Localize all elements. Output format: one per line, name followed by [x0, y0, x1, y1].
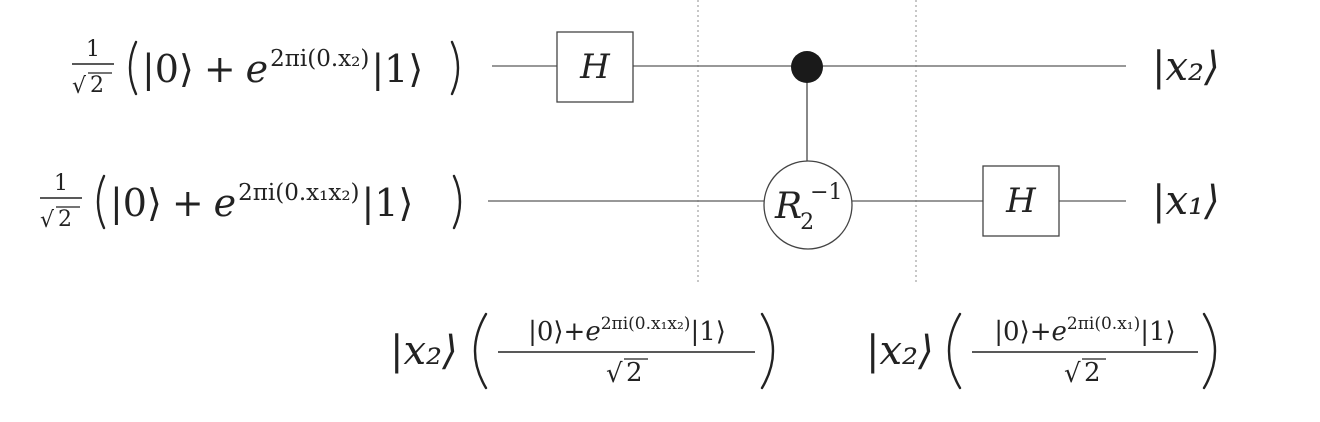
- intermediate-2-paren-left: [947, 312, 962, 390]
- rotation-gate-label: R2 −1: [774, 180, 843, 235]
- input-bottom-plus: +: [172, 181, 204, 225]
- input-top-exp: 2πi(0.x₂): [270, 46, 369, 72]
- input-top-ket1: |1⟩: [371, 47, 423, 91]
- rotation-gate-sub: 2: [800, 210, 814, 235]
- intermediate-2-sqrt-sign: √: [1064, 359, 1081, 389]
- intermediate-2-ket: |x₂⟩: [866, 328, 934, 374]
- intermediate-2-paren-right: [1202, 312, 1217, 390]
- input-top-base: e: [246, 47, 269, 91]
- input-bottom-coef-num: 1: [54, 171, 68, 196]
- input-bottom-paren-left: [96, 174, 106, 230]
- input-bottom-ket1: |1⟩: [362, 181, 414, 225]
- intermediate-2-num-base: e: [1052, 317, 1067, 347]
- input-top-coef-den: 2: [90, 73, 104, 98]
- intermediate-2-num-ket1: |1⟩: [1140, 317, 1175, 347]
- intermediate-2-numerator: |0⟩+e2πi(0.x₁)|1⟩: [994, 314, 1175, 347]
- intermediate-state-2: |x₂⟩ |0⟩+e2πi(0.x₁)|1⟩ √ 2: [866, 312, 1217, 390]
- input-state-top: 1 √ 2 |0⟩ + e2πi(0.x₂)|1⟩: [72, 37, 460, 99]
- hadamard-gate-top-label: H: [579, 47, 611, 87]
- input-top-plus: +: [204, 47, 236, 91]
- intermediate-1-sqrt-sign: √: [606, 359, 623, 389]
- input-top-paren-left: [128, 40, 138, 96]
- intermediate-1-paren-right: [760, 312, 775, 390]
- intermediate-2-den: 2: [1084, 358, 1101, 388]
- input-top-sqrt-sign: √: [72, 74, 87, 99]
- intermediate-1-num-exp: 2πi(0.x₁x₂): [601, 314, 691, 334]
- intermediate-1-num-ket0: |0⟩+: [528, 317, 585, 347]
- intermediate-2-num-ket0: |0⟩+: [994, 317, 1051, 347]
- rotation-gate: [763, 160, 853, 250]
- hadamard-gate-bottom-label: H: [1005, 181, 1037, 221]
- intermediate-1-num-ket1: |1⟩: [690, 317, 725, 347]
- intermediate-state-1: |x₂⟩ |0⟩+e2πi(0.x₁x₂)|1⟩ √ 2: [390, 312, 775, 390]
- intermediate-1-numerator: |0⟩+e2πi(0.x₁x₂)|1⟩: [528, 314, 726, 347]
- input-top-coef-num: 1: [86, 37, 100, 62]
- intermediate-1-ket: |x₂⟩: [390, 328, 458, 374]
- input-bottom-exp: 2πi(0.x₁x₂): [238, 180, 359, 206]
- rotation-gate-sup: −1: [810, 180, 842, 205]
- input-top-paren-right: [450, 40, 460, 96]
- hadamard-gate-top: [556, 31, 634, 103]
- output-state-bottom: |x₁⟩: [1152, 178, 1220, 224]
- input-state-bottom: 1 √ 2 |0⟩ + e2πi(0.x₁x₂)|1⟩: [40, 171, 462, 233]
- intermediate-1-den: 2: [626, 358, 643, 388]
- intermediate-1-num-base: e: [585, 317, 600, 347]
- input-top-expression: |0⟩ + e2πi(0.x₂)|1⟩: [142, 46, 423, 91]
- input-bottom-base: e: [214, 181, 237, 225]
- input-bottom-sqrt-sign: √: [40, 208, 55, 233]
- rotation-gate-base: R: [774, 186, 802, 227]
- intermediate-1-paren-left: [473, 312, 488, 390]
- input-top-ket0: |0⟩: [142, 47, 194, 91]
- input-bottom-expression: |0⟩ + e2πi(0.x₁x₂)|1⟩: [110, 180, 413, 225]
- input-bottom-ket0: |0⟩: [110, 181, 162, 225]
- control-dot: [791, 51, 823, 83]
- input-bottom-coef-den: 2: [58, 207, 72, 232]
- hadamard-gate-bottom: [982, 165, 1060, 237]
- intermediate-2-num-exp: 2πi(0.x₁): [1067, 314, 1140, 334]
- output-state-top: |x₂⟩: [1152, 44, 1220, 90]
- input-bottom-paren-right: [452, 174, 462, 230]
